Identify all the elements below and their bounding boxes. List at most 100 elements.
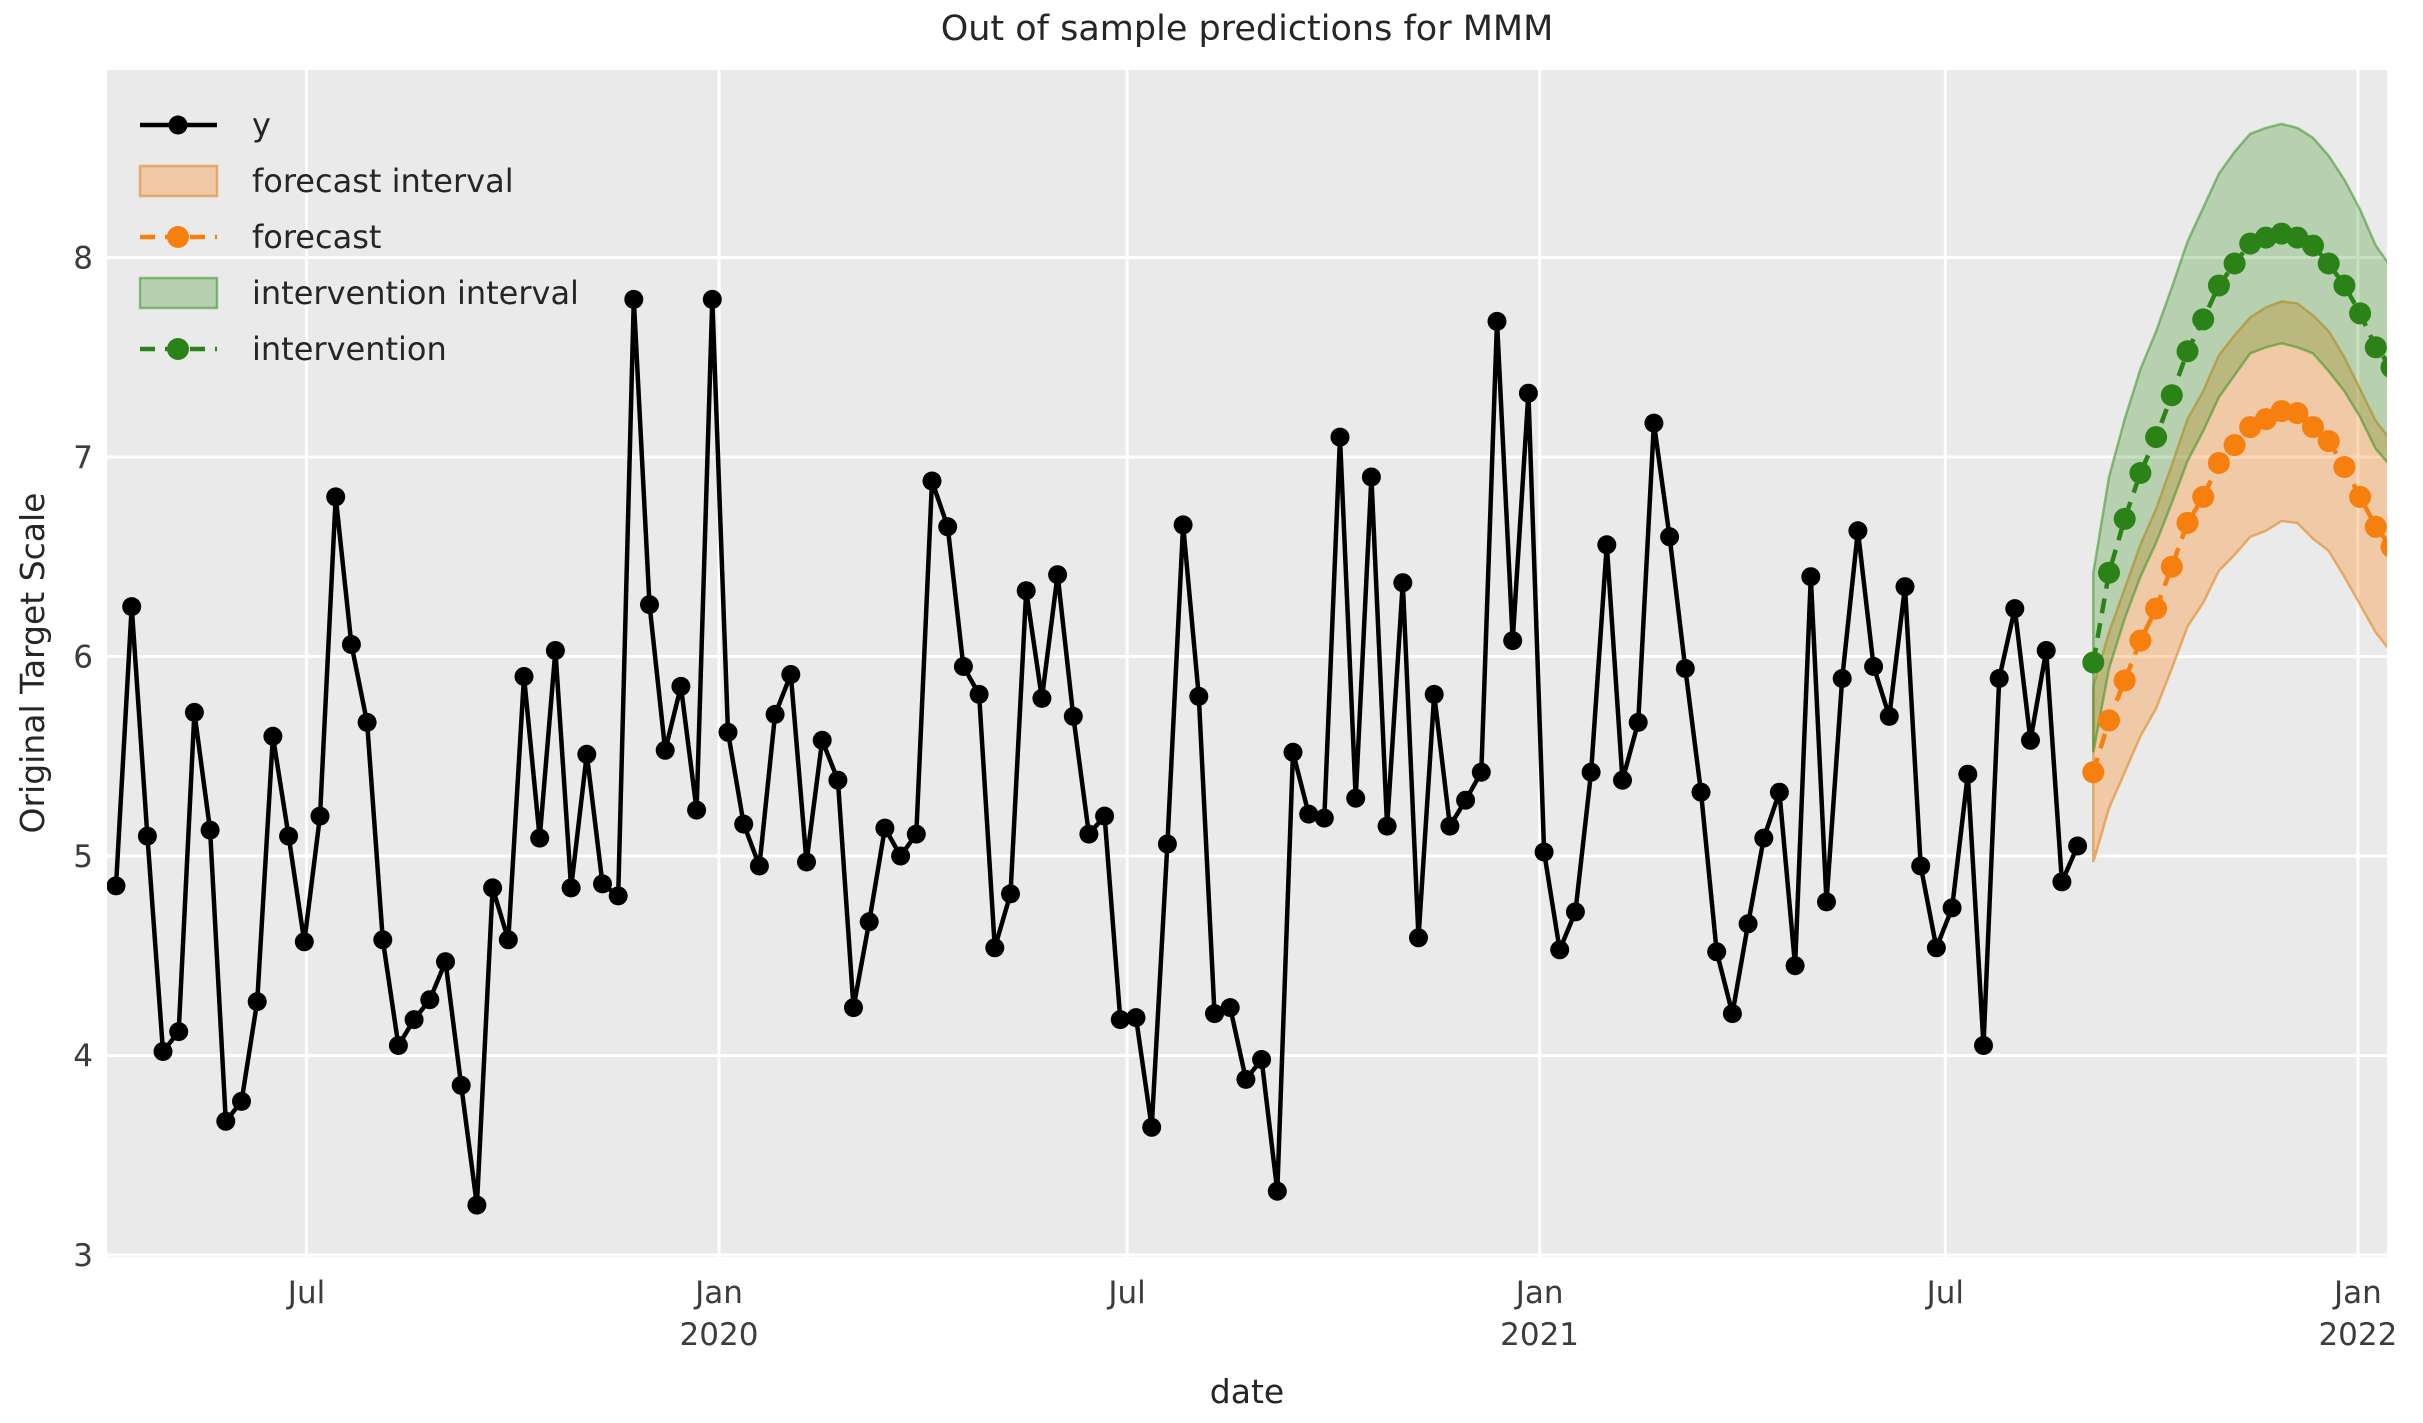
- y-data-point-marker: [122, 597, 142, 617]
- y-data-point-marker: [985, 938, 1005, 958]
- y-data-point-marker: [420, 990, 440, 1010]
- y-data-point-marker: [1754, 828, 1774, 848]
- y-data-point-marker: [200, 820, 220, 840]
- y-data-point-marker: [1220, 998, 1240, 1018]
- y-data-point-marker: [436, 952, 455, 972]
- y-data-point-marker: [702, 289, 722, 309]
- y-tick-label: 3: [73, 1238, 93, 1274]
- y-data-point-marker: [1205, 1004, 1224, 1024]
- y-data-point-marker: [1173, 515, 1193, 535]
- forecast-data-point-marker: [2113, 669, 2136, 692]
- plot-area-background: [107, 70, 2387, 1257]
- intervention-data-point-marker: [2333, 274, 2356, 297]
- y-data-point-marker: [718, 722, 738, 742]
- forecast-data-point-marker: [2302, 416, 2324, 439]
- y-data-point-marker: [1879, 706, 1899, 726]
- y-data-point-marker: [1801, 567, 1821, 587]
- intervention-data-point-marker: [2349, 302, 2372, 325]
- y-data-point-marker: [1063, 706, 1083, 726]
- y-data-point-marker: [373, 930, 393, 950]
- intervention-data-point-marker: [2302, 234, 2324, 257]
- legend-marker-swatch: [168, 115, 188, 135]
- y-data-point-marker: [1722, 1004, 1742, 1024]
- y-data-point-marker: [1487, 311, 1507, 331]
- legend-patch-swatch: [138, 164, 219, 198]
- intervention-data-point-marker: [2176, 340, 2199, 363]
- intervention-data-point-marker: [2223, 252, 2246, 275]
- forecast-data-point-marker: [2145, 597, 2168, 620]
- y-data-point-marker: [1393, 573, 1413, 593]
- y-data-point-marker: [655, 740, 675, 760]
- y-data-point-marker: [906, 824, 926, 844]
- y-data-point-marker: [137, 826, 157, 846]
- y-data-point-marker: [153, 1042, 173, 1061]
- y-axis-label: Original Target Scale: [13, 493, 52, 834]
- y-data-point-marker: [545, 641, 565, 660]
- y-data-point-marker: [263, 726, 283, 746]
- y-data-point-marker: [2036, 641, 2056, 660]
- y-data-point-marker: [1095, 806, 1115, 826]
- forecast-data-point-marker: [2364, 515, 2387, 538]
- y-data-point-marker: [1048, 565, 1068, 585]
- y-data-point-marker: [1911, 856, 1931, 876]
- legend-marker-swatch: [167, 338, 189, 360]
- series-lines: [107, 222, 2387, 1215]
- intervention-data-point-marker: [2192, 308, 2215, 331]
- y-data-point-marker: [326, 487, 346, 507]
- y-data-point-marker: [671, 676, 691, 696]
- y-tick-label: 5: [73, 839, 93, 875]
- x-tick-label: Jul: [1106, 1275, 1145, 1311]
- forecast-data-point-marker: [2223, 434, 2246, 457]
- y-data-point-marker: [1456, 790, 1476, 810]
- y-data-point-marker: [1895, 577, 1915, 597]
- y-data-point-marker: [1832, 669, 1852, 688]
- y-data-point-marker: [184, 702, 204, 722]
- y-data-point-marker: [1691, 782, 1711, 802]
- y-data-point-marker: [1157, 834, 1177, 854]
- y-data-point-marker: [1989, 669, 2009, 688]
- y-data-point-marker: [1409, 928, 1428, 948]
- y-data-point-marker: [1518, 383, 1538, 403]
- intervention-interval-patch-icon: [138, 276, 219, 310]
- y-data-point-marker: [2068, 836, 2088, 856]
- forecast-data-point-marker: [2286, 402, 2309, 425]
- forecast-data-point-marker: [2317, 430, 2340, 453]
- y-data-point-marker: [169, 1022, 189, 1042]
- y-data-point-marker: [812, 730, 832, 750]
- y-data-point-marker: [1958, 764, 1978, 784]
- x-tick-labels: Jul Jan 2020 Jul Jan 2021 Jul Jan 2022: [286, 1275, 2398, 1353]
- y-data-point-marker: [1534, 842, 1554, 862]
- y-data-point-marker: [844, 998, 863, 1018]
- y-data-point-marker: [1236, 1069, 1256, 1089]
- x-axis-label: date: [1210, 1372, 1284, 1411]
- y-data-point-marker: [1738, 914, 1758, 934]
- y-data-point-marker: [2005, 599, 2025, 619]
- y-data-point-marker: [498, 930, 518, 950]
- y-data-point-marker: [1252, 1050, 1272, 1069]
- y-data-point-marker: [1189, 686, 1209, 706]
- y-data-point-marker: [388, 1036, 408, 1055]
- intervention-data-point-marker: [2098, 561, 2120, 584]
- legend-marker-swatch: [167, 226, 189, 248]
- y-data-point-marker: [1032, 688, 1052, 708]
- y-data-point-marker: [1330, 427, 1350, 447]
- y-data-point-marker: [828, 770, 848, 790]
- forecast-data-point-marker: [2176, 511, 2199, 534]
- intervention-interval-band: [2092, 122, 2387, 753]
- y-data-point-marker: [530, 828, 550, 848]
- x-tick-label: Jan: [693, 1275, 743, 1311]
- y-data-point-marker: [1001, 884, 1020, 904]
- forecast-data-point-marker: [2380, 536, 2387, 557]
- y-data-point-marker: [749, 856, 769, 876]
- forecast-data-point-marker: [2082, 761, 2105, 784]
- y-data-point-marker: [1707, 942, 1727, 962]
- forecast-line-swatch-icon: [140, 226, 217, 248]
- y-data-point-marker: [216, 1111, 236, 1131]
- y-data-point-marker: [1675, 659, 1695, 678]
- y-data-point-marker: [1503, 631, 1523, 651]
- intervention-data-point-marker: [2380, 357, 2387, 378]
- y-data-point-marker: [1817, 892, 1836, 912]
- forecast-data-point-marker: [2160, 555, 2183, 578]
